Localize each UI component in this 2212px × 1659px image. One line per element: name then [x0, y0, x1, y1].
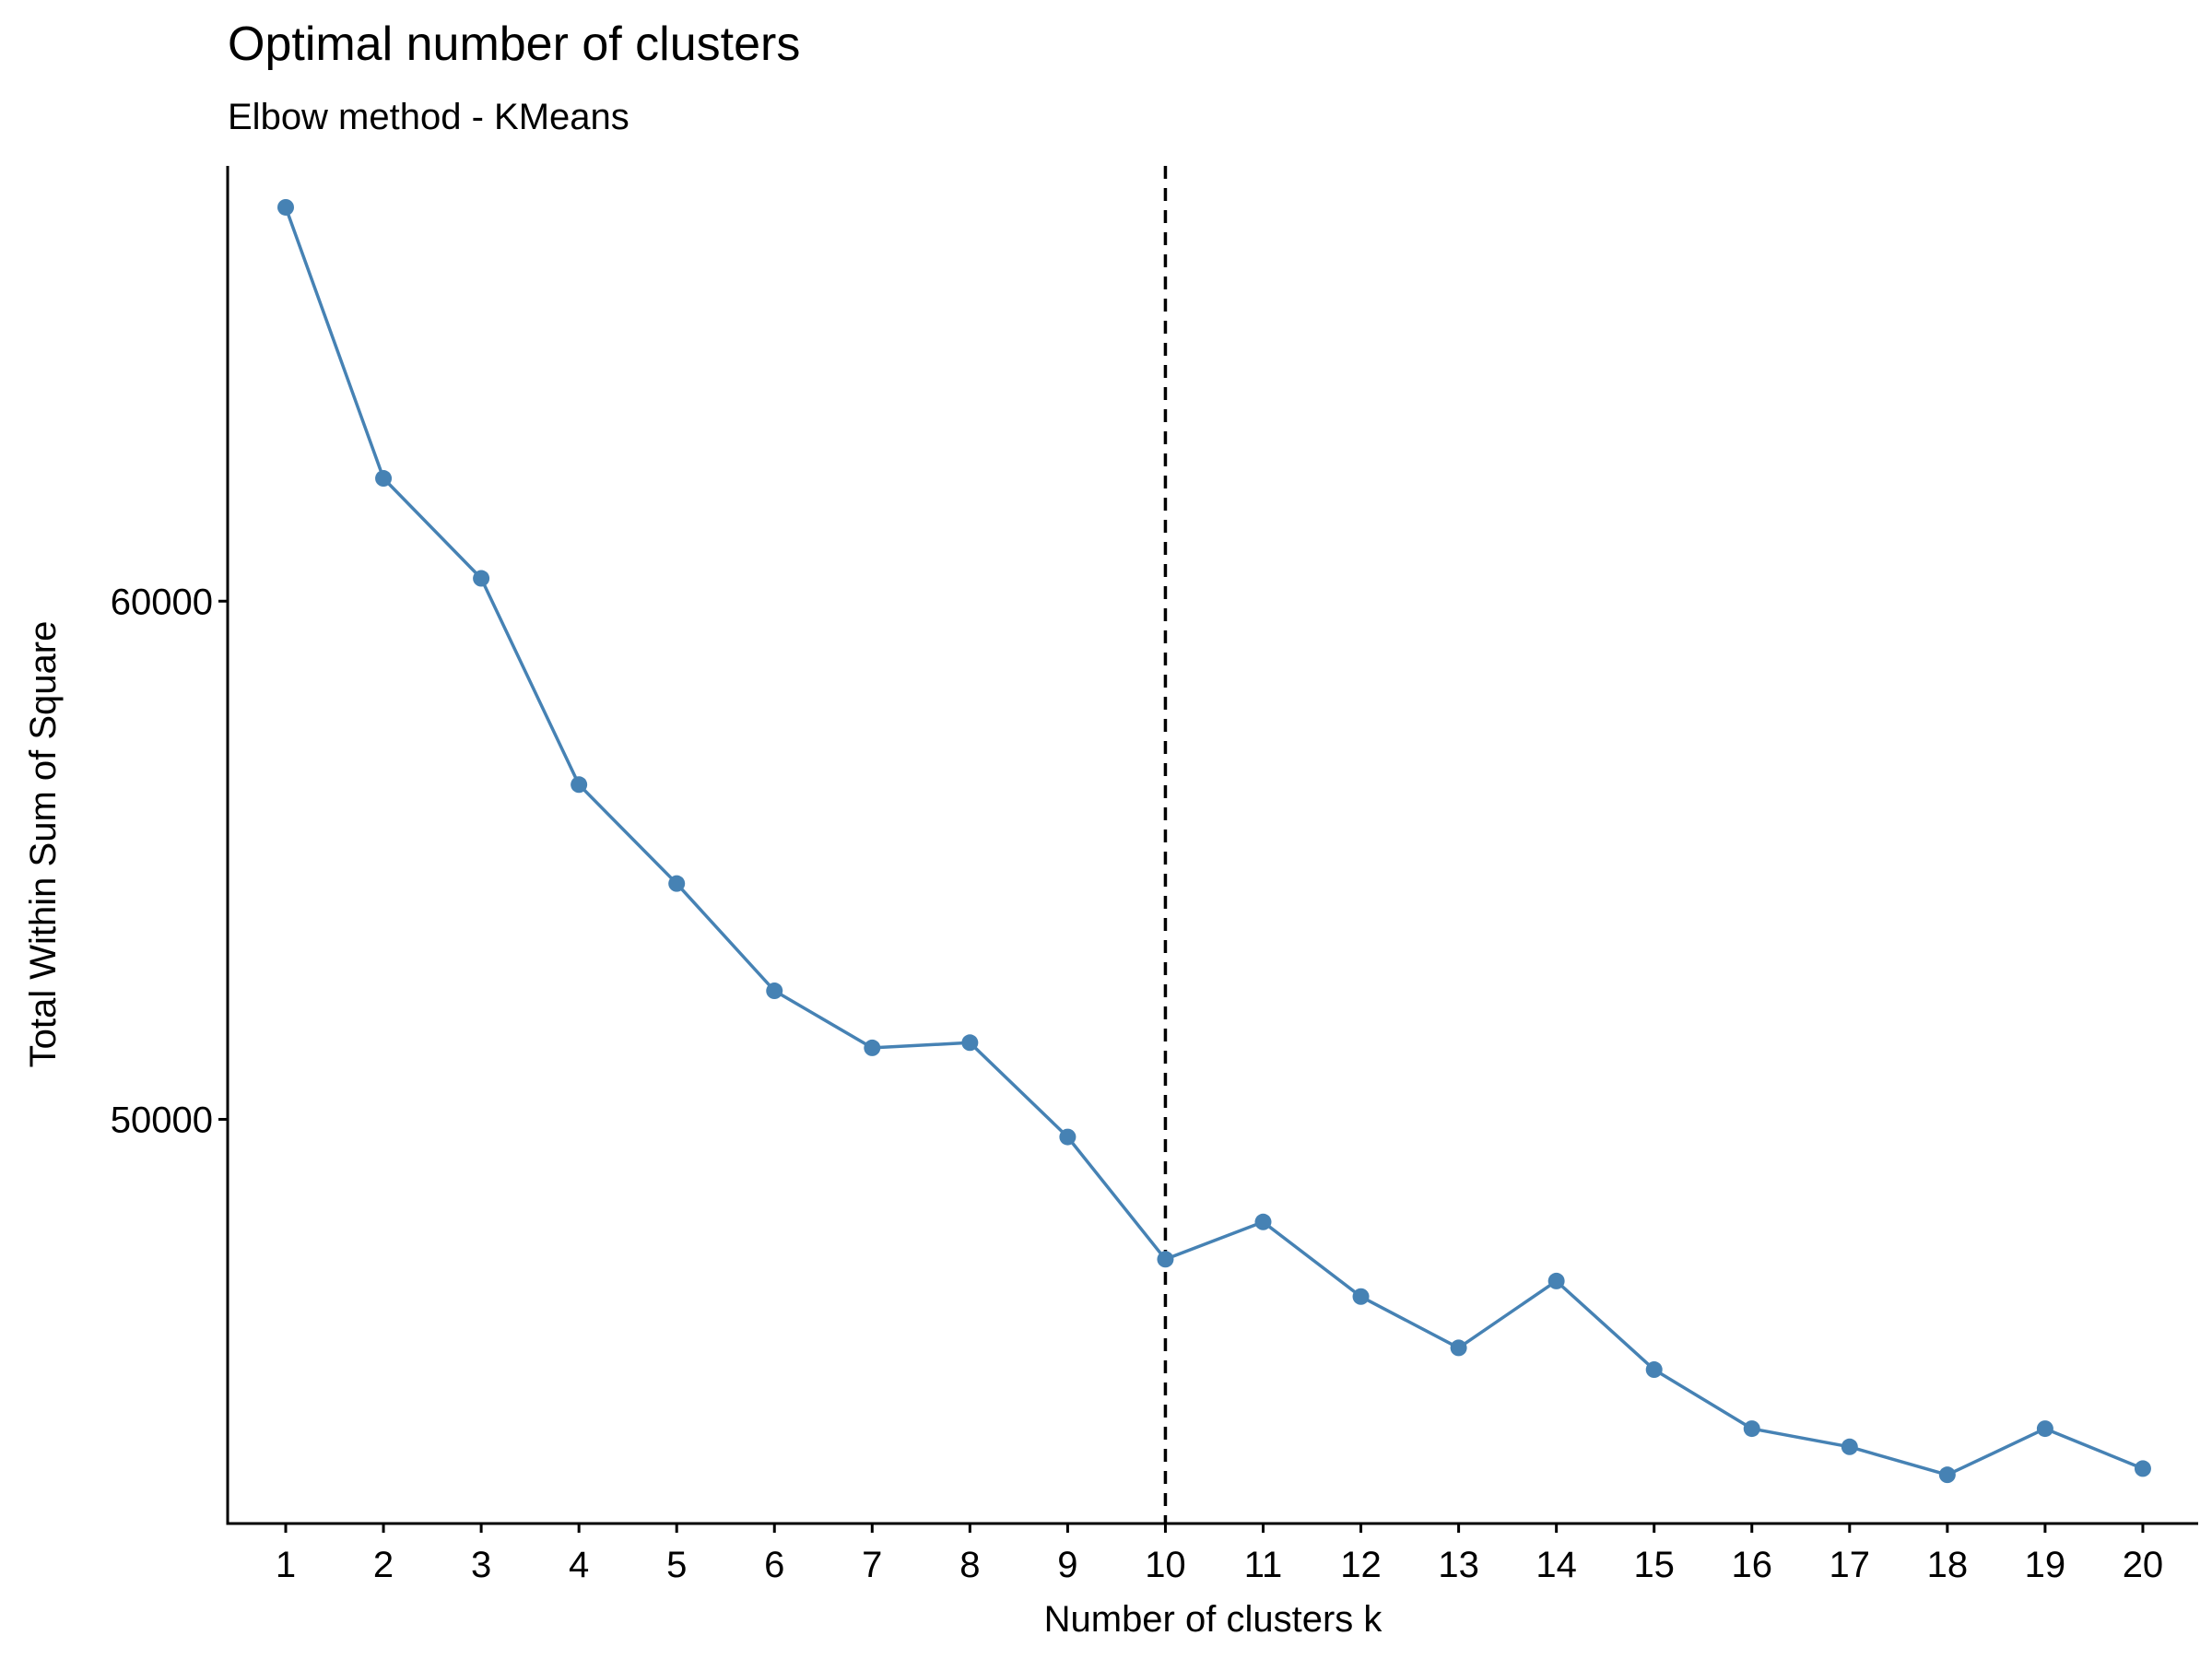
series-layer — [284, 206, 2144, 1477]
x-tick-label: 19 — [2025, 1545, 2066, 1585]
x-tick-label: 3 — [471, 1545, 491, 1585]
data-point-k5 — [668, 875, 686, 892]
x-tick-label: 16 — [1732, 1545, 1773, 1585]
x-tick-label: 2 — [373, 1545, 394, 1585]
data-point-k8 — [961, 1034, 979, 1052]
data-point-k19 — [2036, 1420, 2053, 1438]
data-point-k13 — [1450, 1339, 1467, 1357]
x-tick-label: 14 — [1535, 1545, 1577, 1585]
data-point-k9 — [1059, 1128, 1077, 1146]
series-line — [284, 206, 2144, 1477]
data-point-k1 — [277, 198, 294, 216]
points-layer — [277, 198, 2151, 1484]
data-point-k18 — [1938, 1466, 1956, 1484]
y-tick-label: 60000 — [111, 582, 213, 622]
data-point-k20 — [2134, 1460, 2151, 1477]
chart-subtitle: Elbow method - KMeans — [228, 97, 629, 137]
y-ticks: 50000 60000 — [111, 582, 228, 1140]
x-tick-label: 13 — [1438, 1545, 1479, 1585]
x-tick-label: 10 — [1145, 1545, 1186, 1585]
x-axis-title: Number of clusters k — [1044, 1599, 1383, 1640]
y-axis-title: Total Within Sum of Square — [23, 621, 64, 1068]
x-tick-label: 17 — [1830, 1545, 1871, 1585]
data-point-k10 — [1157, 1251, 1174, 1268]
data-point-k16 — [1743, 1420, 1760, 1438]
x-tick-label: 1 — [276, 1545, 296, 1585]
data-point-k14 — [1547, 1272, 1565, 1289]
x-tick-label: 4 — [569, 1545, 589, 1585]
x-tick-label: 15 — [1633, 1545, 1675, 1585]
x-tick-label: 20 — [2123, 1545, 2164, 1585]
x-tick-label: 7 — [862, 1545, 882, 1585]
data-point-k12 — [1352, 1288, 1370, 1305]
data-point-k4 — [571, 776, 588, 794]
chart-title: Optimal number of clusters — [228, 18, 800, 71]
x-ticks: 1 2 3 4 5 6 7 8 9 10 11 12 13 14 15 16 17 18 19 20 — [276, 1524, 2163, 1585]
data-point-k6 — [766, 982, 783, 1000]
data-point-k3 — [473, 570, 490, 587]
data-point-k17 — [1841, 1438, 1858, 1455]
data-point-k2 — [375, 470, 393, 488]
x-tick-label: 8 — [959, 1545, 980, 1585]
data-point-k15 — [1645, 1361, 1663, 1379]
data-point-k11 — [1254, 1213, 1272, 1230]
x-tick-label: 6 — [764, 1545, 784, 1585]
x-tick-label: 9 — [1057, 1545, 1077, 1585]
x-tick-label: 12 — [1340, 1545, 1382, 1585]
x-tick-label: 11 — [1244, 1545, 1283, 1585]
y-tick-label: 50000 — [111, 1100, 213, 1140]
x-tick-label: 18 — [1927, 1545, 1969, 1585]
x-tick-label: 5 — [666, 1545, 687, 1585]
data-point-k7 — [864, 1039, 881, 1056]
